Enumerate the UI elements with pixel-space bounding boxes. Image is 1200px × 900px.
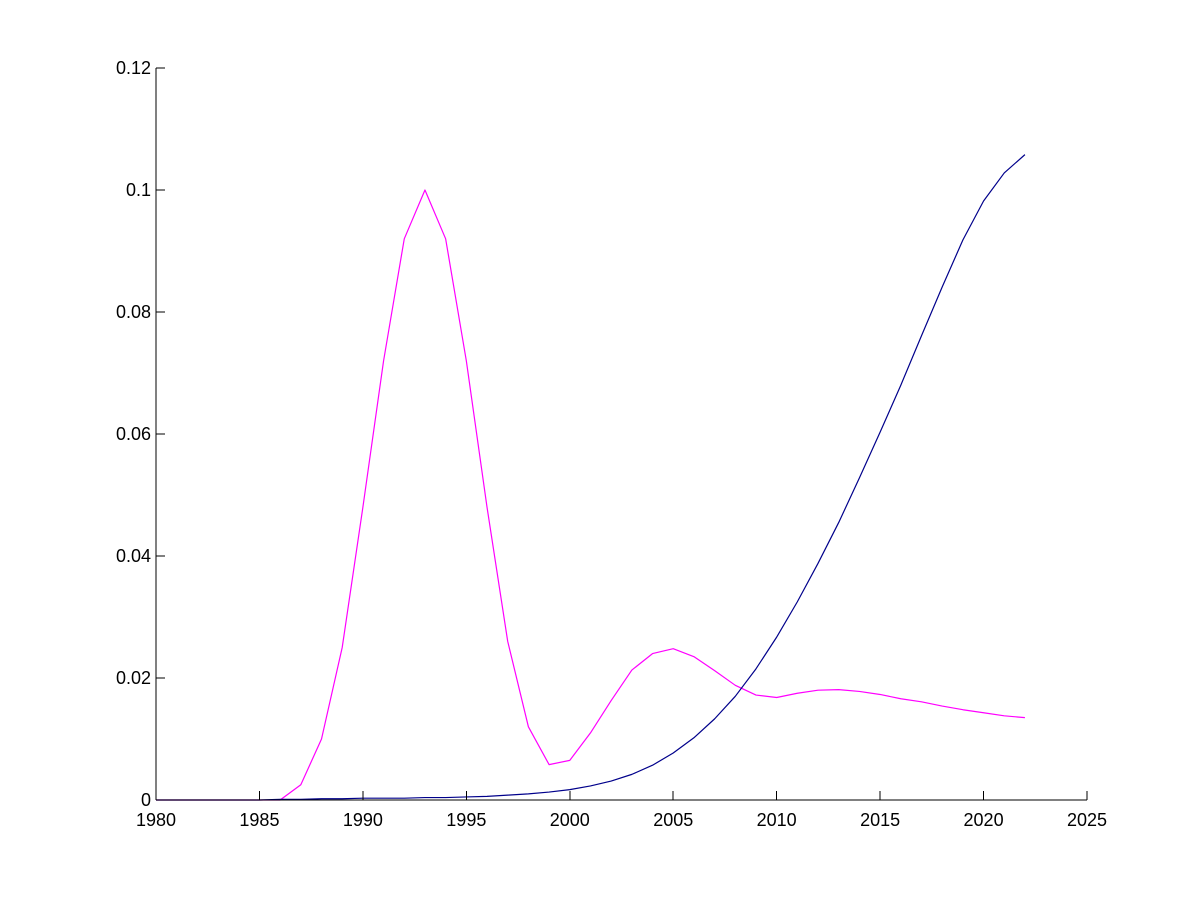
y-tick-label: 0.02 [116, 668, 151, 688]
x-tick-label: 2010 [757, 810, 797, 830]
x-tick-label: 2020 [964, 810, 1004, 830]
x-tick-label: 1990 [343, 810, 383, 830]
x-axis-ticks: 1980 1985 1990 1995 2000 2005 2010 2015 2020 2025 [136, 791, 1107, 830]
x-tick-label: 1995 [446, 810, 486, 830]
series-line-1 [156, 189, 1025, 801]
x-tick-label: 1985 [239, 810, 279, 830]
y-tick-label: 0.12 [116, 58, 151, 78]
y-tick-label: 0.06 [116, 424, 151, 444]
axes [155, 68, 1087, 801]
y-tick-label: 0.08 [116, 302, 151, 322]
series-layer [156, 154, 1026, 801]
x-tick-label: 1980 [136, 810, 176, 830]
y-axis-ticks: 0 0.02 0.04 0.06 0.08 0.1 0.12 [116, 58, 165, 810]
y-tick-label: 0.04 [116, 546, 151, 566]
y-tick-label: 0.1 [126, 180, 151, 200]
x-tick-label: 2000 [550, 810, 590, 830]
x-tick-label: 2015 [860, 810, 900, 830]
y-tick-label: 0 [141, 790, 151, 810]
series-line-2 [156, 154, 1026, 801]
x-tick-label: 2005 [653, 810, 693, 830]
x-tick-label: 2025 [1067, 810, 1107, 830]
